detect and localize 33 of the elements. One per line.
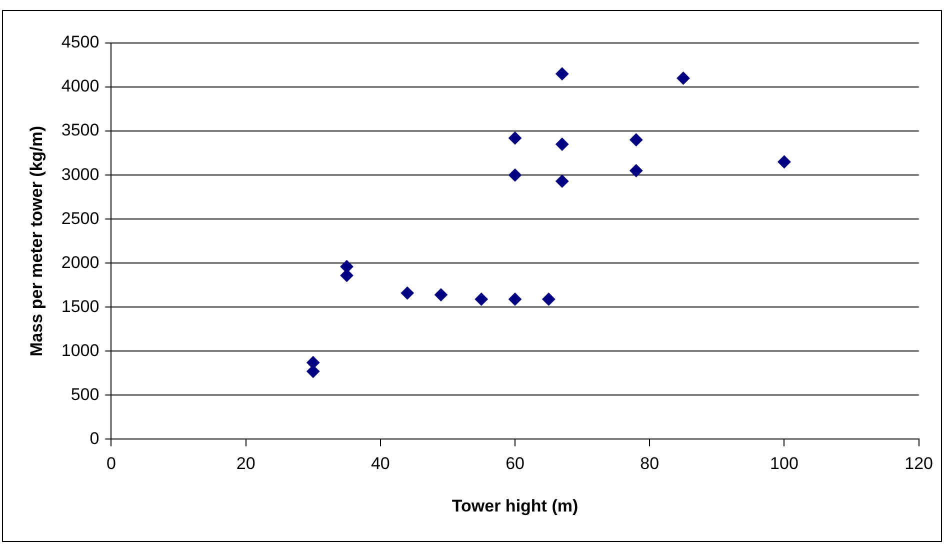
point [542, 292, 556, 306]
y-tick-label: 500 [70, 384, 100, 404]
x-tick-label: 60 [506, 454, 524, 474]
point [508, 168, 522, 182]
x-tick-label: 20 [236, 454, 256, 474]
point [400, 286, 414, 300]
point [676, 72, 690, 85]
point [556, 174, 569, 188]
point [778, 155, 791, 168]
y-tick-label: 2000 [61, 252, 100, 272]
y-axis-title: Mass per meter tower (kg/m) [26, 126, 46, 356]
point [630, 133, 643, 146]
y-tick-label: 1500 [61, 296, 100, 316]
point [556, 67, 569, 80]
point [508, 132, 522, 145]
x-tick-label: 100 [770, 454, 798, 474]
x-tick-label: 0 [106, 454, 116, 474]
x-axis-title: Tower hight (m) [452, 496, 578, 516]
point [556, 138, 569, 151]
y-tick-label: 0 [90, 428, 100, 448]
y-tick-label: 2500 [61, 208, 100, 228]
point [630, 164, 643, 178]
y-tick-label: 3500 [61, 120, 100, 140]
y-tick-label: 4000 [61, 76, 100, 96]
x-tick-label: 80 [640, 454, 660, 474]
point [434, 288, 448, 302]
x-tick-label: 40 [370, 454, 390, 474]
y-tick-label: 1000 [61, 340, 100, 360]
point [508, 292, 522, 306]
x-tick-label: 120 [904, 454, 934, 474]
y-tick-label: 3000 [61, 164, 100, 184]
y-tick-label: 4500 [61, 32, 100, 52]
point [474, 292, 488, 306]
